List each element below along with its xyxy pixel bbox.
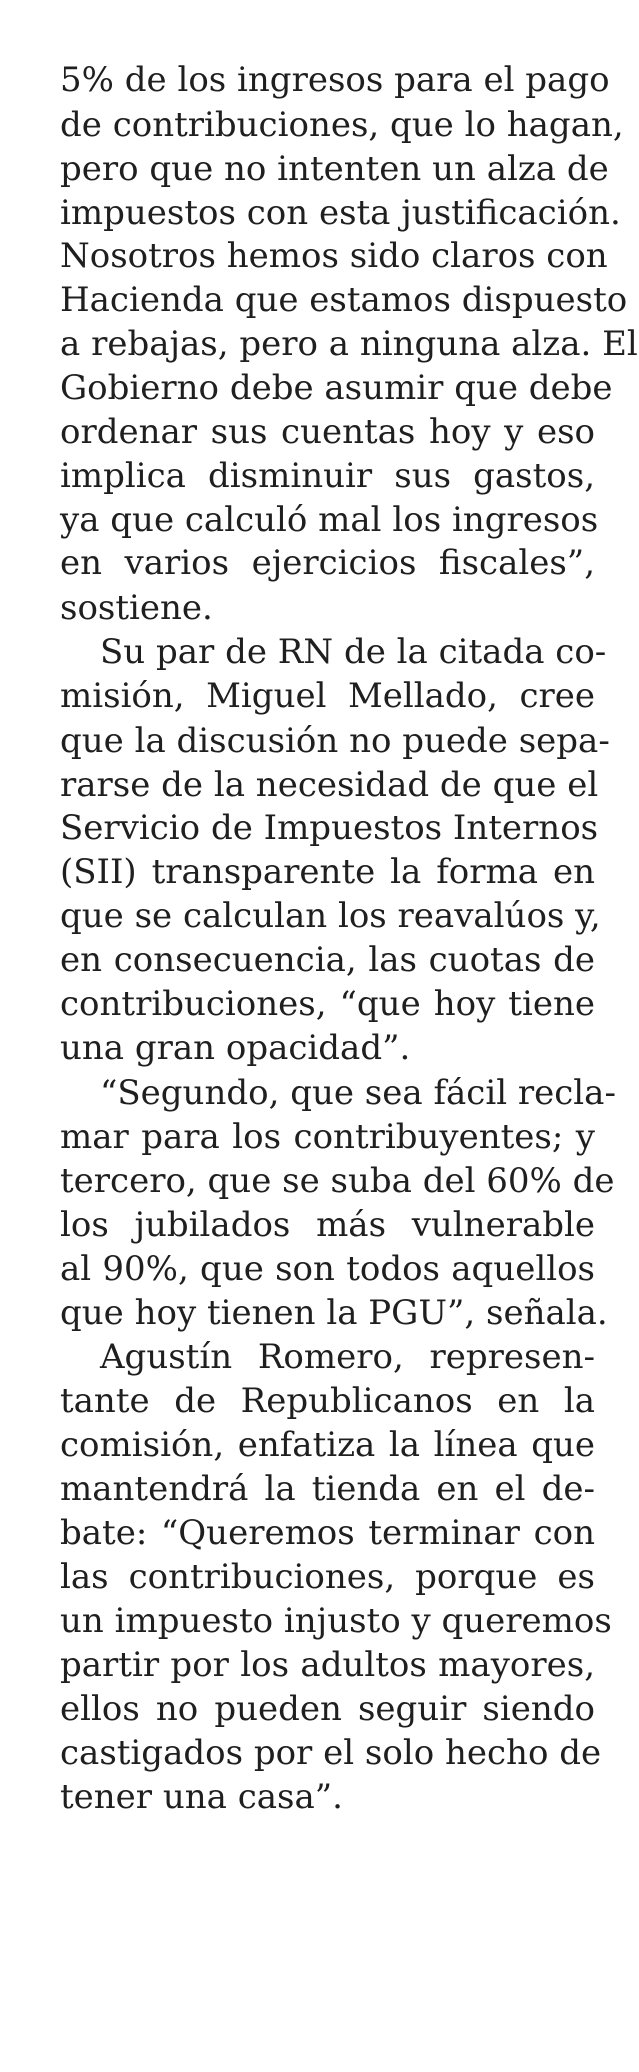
paragraph-2-line: rarse de la necesidad de que el (60, 765, 599, 805)
paragraph-4-line: las contribuciones, porque es (60, 1557, 595, 1597)
paragraph-1-line: de contribuciones, que lo hagan, (60, 105, 624, 145)
paragraph-1-line: en varios ejercicios fiscales”, (60, 543, 595, 583)
paragraph-2-line: misión, Miguel Mellado, cree (60, 676, 595, 716)
paragraph-2-line: Su par de RN de la citada co- (100, 632, 607, 672)
paragraph-2-line: que la discusión no puede sepa- (60, 721, 610, 761)
paragraph-1-line: Gobierno debe asumir que debe (60, 368, 613, 408)
paragraph-3-line: los jubilados más vulnerable (60, 1205, 595, 1245)
paragraph-2-line: en consecuencia, las cuotas de (60, 940, 595, 980)
paragraph-3-line: “Segundo, que sea fácil recla- (100, 1073, 616, 1113)
paragraph-4-line: comisión, enfatiza la línea que (60, 1425, 595, 1465)
paragraph-1-line: a rebajas, pero a ninguna alza. El (60, 324, 638, 364)
paragraph-2-line: contribuciones, “que hoy tiene (60, 984, 595, 1024)
paragraph-2-line: (SII) transparente la forma en (60, 852, 595, 892)
paragraph-2-line: una gran opacidad”. (60, 1028, 411, 1068)
paragraph-4-line: partir por los adultos mayores, (60, 1645, 595, 1685)
paragraph-1-line: implica disminuir sus gastos, (60, 456, 595, 496)
paragraph-2-line: que se calculan los reavalúos y, (60, 896, 601, 936)
paragraph-1-line: ya que calculó mal los ingresos (60, 500, 599, 540)
paragraph-1-line: ordenar sus cuentas hoy y eso (60, 412, 595, 452)
paragraph-1-line: pero que no intenten un alza de (60, 149, 609, 189)
paragraph-1-line: impuestos con esta justificación. (60, 193, 621, 233)
paragraph-1-line: Nosotros hemos sido claros con (60, 236, 608, 276)
paragraph-2-line: Servicio de Impuestos Internos (60, 808, 599, 848)
paragraph-4-line: ellos no pueden seguir siendo (60, 1689, 595, 1729)
paragraph-4-line: castigados por el solo hecho de (60, 1733, 602, 1773)
paragraph-4-line: un impuesto injusto y queremos (60, 1601, 612, 1641)
paragraph-4-line: tante de Republicanos en la (60, 1381, 595, 1421)
paragraph-1-line: sostiene. (60, 588, 213, 628)
paragraph-1-line: Hacienda que estamos dispuesto (60, 280, 628, 320)
paragraph-4-line: mantendrá la tienda en el de- (60, 1469, 595, 1509)
paragraph-3-line: mar para los contribuyentes; y (60, 1117, 595, 1157)
paragraph-4-line: bate: “Queremos terminar con (60, 1513, 595, 1553)
paragraph-3-line: tercero, que se suba del 60% de (60, 1161, 615, 1201)
paragraph-3-line: que hoy tienen la PGU”, señala. (60, 1293, 608, 1333)
paragraph-4-line: tener una casa”. (60, 1777, 343, 1817)
paragraph-3-line: al 90%, que son todos aquellos (60, 1249, 595, 1289)
paragraph-1-line: 5% de los ingresos para el pago (60, 60, 610, 100)
paragraph-4-line: Agustín Romero, represen- (100, 1337, 595, 1377)
